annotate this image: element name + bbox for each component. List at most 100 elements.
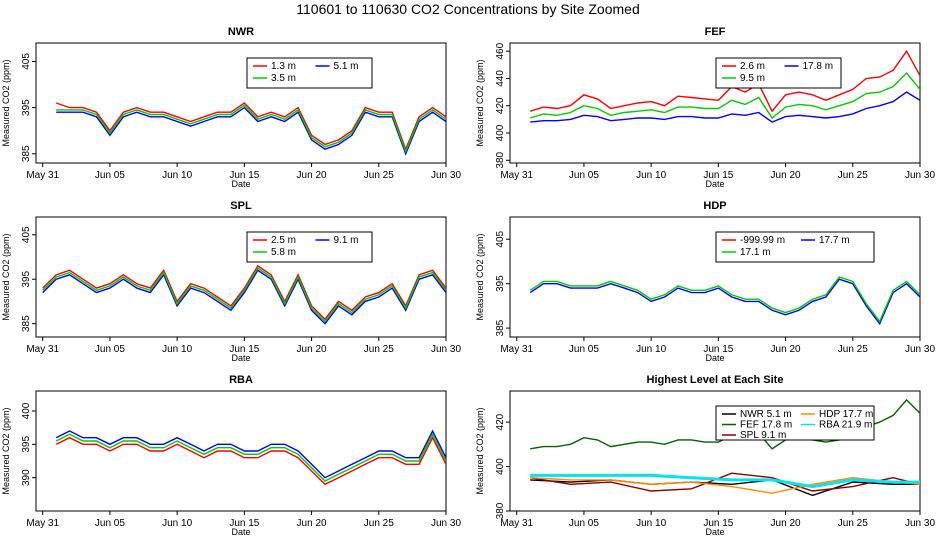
x-axis-label: Date [705, 179, 724, 189]
x-tick-label: Jun 25 [364, 344, 394, 355]
x-tick-label: Jun 15 [703, 344, 733, 355]
x-tick-label: May 31 [26, 518, 59, 529]
y-tick-label: 400 [21, 402, 32, 419]
plot-frame [509, 42, 921, 164]
panel-title: HDP [703, 200, 726, 212]
x-tick-label: Jun 20 [297, 518, 327, 529]
x-axis-label: Date [231, 527, 250, 537]
plot-frame [35, 42, 447, 164]
y-tick-label: 405 [21, 53, 32, 70]
x-tick-label: Jun 15 [229, 518, 259, 529]
series-line-NWR-5-1-m [530, 479, 920, 497]
y-tick-label: 460 [495, 42, 506, 59]
plot-frame [509, 390, 921, 512]
y-tick-label: 385 [495, 319, 506, 336]
x-tick-label: Jun 10 [162, 170, 192, 181]
y-tick-label: 405 [495, 230, 506, 247]
plot-frame [35, 216, 447, 338]
series-line-14-3-m [55, 432, 446, 482]
y-axis-label: Measured CO2 (ppm) [475, 407, 485, 494]
figure-title: 110601 to 110630 CO2 Concentrations by S… [296, 1, 639, 17]
x-tick-label: Jun 20 [297, 170, 327, 181]
y-tick-label: 400 [495, 458, 506, 475]
y-tick-label: 420 [495, 413, 506, 430]
series-line-21-9-m [55, 429, 446, 479]
series-line-3-6-m [55, 436, 446, 486]
legend-label: FEF 17.8 m [740, 420, 792, 431]
x-tick-label: May 31 [500, 344, 533, 355]
x-tick-label: Jun 15 [229, 344, 259, 355]
x-tick-label: Jun 25 [364, 518, 394, 529]
x-tick-label: Jun 20 [771, 344, 801, 355]
y-tick-label: 380 [495, 502, 506, 519]
series-line-5-1-m [56, 106, 446, 156]
series-line-17-7-m [529, 278, 920, 326]
panel-3: HDP May 31 Jun 05 Jun 10 Jun 15 Jun 20 Jun 25 J… [475, 200, 935, 363]
plot-frame [509, 216, 921, 338]
series-line-9-1-m [42, 269, 446, 325]
x-tick-label: Jun 05 [95, 170, 125, 181]
legend-label: 17.1 m [740, 247, 771, 258]
x-tick-label: Jun 30 [905, 518, 935, 529]
y-tick-label: 400 [495, 124, 506, 141]
panel-title: NWR [228, 26, 254, 38]
y-tick-label: 395 [21, 99, 32, 116]
y-tick-label: 395 [21, 270, 32, 287]
y-axis-label: Measured CO2 (ppm) [475, 233, 485, 320]
legend-box [715, 231, 875, 263]
legend-label: 5.8 m [271, 247, 296, 258]
series-line-5-8-m [42, 267, 446, 323]
x-tick-label: Jun 10 [162, 344, 192, 355]
panel-title: FEF [705, 26, 726, 38]
x-tick-label: Jun 10 [162, 518, 192, 529]
legend-box [715, 57, 842, 89]
series-line-17-8-m [530, 91, 920, 123]
x-axis-label: Date [231, 353, 250, 363]
x-tick-label: Jun 05 [569, 518, 599, 529]
x-tick-label: Jun 05 [95, 344, 125, 355]
panel-title: Highest Level at Each Site [647, 374, 784, 386]
y-tick-label: 385 [21, 315, 32, 332]
x-tick-label: Jun 05 [569, 170, 599, 181]
y-tick-label: 380 [495, 151, 506, 168]
legend-label: 9.1 m [334, 235, 359, 246]
x-tick-label: Jun 30 [905, 170, 935, 181]
legend-label: 2.6 m [740, 61, 765, 72]
x-tick-label: May 31 [500, 170, 533, 181]
legend-label: 9.5 m [740, 73, 765, 84]
x-tick-label: May 31 [26, 170, 59, 181]
panel-0: NWR May 31 Jun 05 Jun 10 Jun 15 Jun 20 Jun 25 J… [1, 26, 461, 189]
panel-1: FEF May 31 Jun 05 Jun 10 Jun 15 Jun 20 Jun 25 J… [475, 26, 935, 189]
legend-box [246, 231, 373, 263]
series-line-1-3-m [55, 102, 446, 152]
x-tick-label: Jun 25 [838, 170, 868, 181]
legend-box [715, 405, 875, 441]
panel-5: Highest Level at Each Site May 31 Jun 05 Ju… [475, 374, 935, 537]
legend-label: NWR 5.1 m [740, 409, 792, 420]
panel-4: RBA May 31 Jun 05 Jun 10 Jun 15 Jun 20 Jun 25 J… [1, 374, 875, 537]
legend-label: 1.3 m [271, 61, 296, 72]
series-line-RBA-21-9-m [530, 473, 920, 489]
series-line-3-5-m [56, 104, 446, 154]
legend-label: RBA 21.9 m [819, 420, 872, 431]
x-tick-label: May 31 [26, 344, 59, 355]
series-line-2-6-m [529, 49, 920, 113]
x-axis-label: Date [705, 527, 724, 537]
y-tick-label: 440 [495, 70, 506, 87]
y-axis-label: Measured CO2 (ppm) [1, 59, 11, 146]
x-axis-label: Date [231, 179, 250, 189]
x-tick-label: Jun 10 [636, 518, 666, 529]
x-tick-label: Jun 15 [703, 518, 733, 529]
x-tick-label: Jun 10 [636, 170, 666, 181]
panel-title: SPL [230, 200, 252, 212]
y-tick-label: 385 [21, 145, 32, 162]
y-tick-label: 420 [495, 97, 506, 114]
y-axis-label: Measured CO2 (ppm) [475, 59, 485, 146]
series-line-9-5-m [529, 71, 920, 120]
legend-label: 17.8 m [803, 61, 834, 72]
x-tick-label: Jun 20 [771, 518, 801, 529]
x-tick-label: Jun 10 [636, 344, 666, 355]
x-tick-label: Jun 25 [838, 518, 868, 529]
x-tick-label: Jun 30 [905, 344, 935, 355]
x-tick-label: May 31 [500, 518, 533, 529]
